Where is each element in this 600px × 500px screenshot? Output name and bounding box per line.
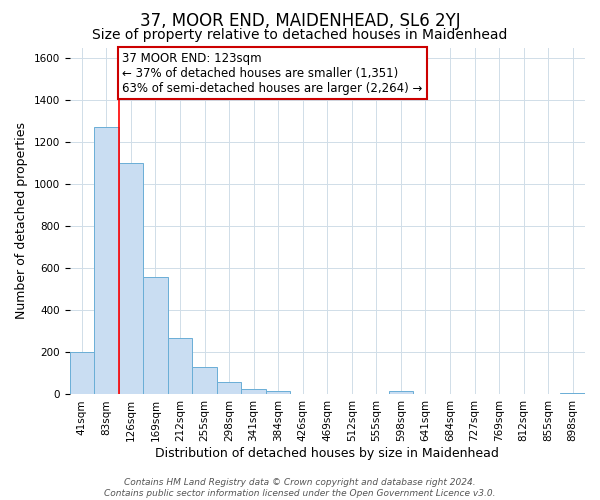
Text: 37, MOOR END, MAIDENHEAD, SL6 2YJ: 37, MOOR END, MAIDENHEAD, SL6 2YJ: [140, 12, 460, 30]
Bar: [192, 367, 217, 394]
Text: Size of property relative to detached houses in Maidenhead: Size of property relative to detached ho…: [92, 28, 508, 42]
Bar: [70, 352, 94, 395]
Bar: [217, 382, 241, 394]
Text: Contains HM Land Registry data © Crown copyright and database right 2024.
Contai: Contains HM Land Registry data © Crown c…: [104, 478, 496, 498]
Text: 37 MOOR END: 123sqm
← 37% of detached houses are smaller (1,351)
63% of semi-det: 37 MOOR END: 123sqm ← 37% of detached ho…: [122, 52, 422, 94]
Bar: [119, 163, 143, 394]
Bar: [143, 276, 168, 394]
Bar: [266, 390, 290, 394]
Bar: [241, 388, 266, 394]
Bar: [94, 128, 119, 394]
Y-axis label: Number of detached properties: Number of detached properties: [15, 122, 28, 320]
Bar: [389, 392, 413, 394]
X-axis label: Distribution of detached houses by size in Maidenhead: Distribution of detached houses by size …: [155, 447, 499, 460]
Bar: [168, 338, 192, 394]
